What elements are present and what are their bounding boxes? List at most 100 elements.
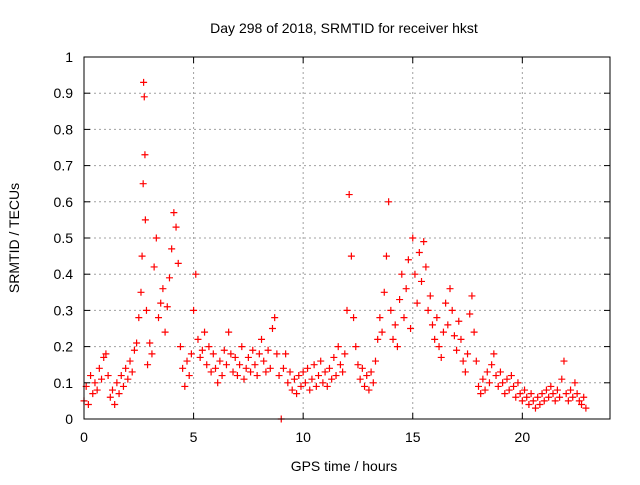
y-tick-label: 1 (65, 49, 73, 65)
data-point (89, 390, 97, 398)
data-point (205, 343, 213, 351)
data-point (187, 350, 195, 358)
x-axis-label: GPS time / hours (291, 458, 398, 474)
data-point (376, 314, 384, 322)
data-point (98, 375, 106, 383)
data-point (409, 234, 417, 242)
data-point (301, 379, 309, 387)
data-point (490, 350, 498, 358)
data-point (275, 372, 283, 380)
y-tick-label: 0.8 (54, 121, 74, 137)
data-point (575, 397, 583, 405)
x-tick-label: 0 (80, 429, 88, 445)
data-point (398, 270, 406, 278)
data-point (518, 397, 526, 405)
data-point (475, 382, 482, 390)
data-point (84, 401, 92, 409)
data-point (507, 372, 515, 380)
data-point (240, 375, 248, 383)
data-point (564, 397, 572, 405)
data-point (551, 397, 559, 405)
data-point (201, 328, 209, 336)
data-point (582, 404, 590, 412)
y-tick-label: 0.2 (54, 339, 74, 355)
data-point (503, 375, 511, 383)
data-point (209, 350, 217, 358)
data-point (365, 386, 373, 394)
data-point (523, 393, 531, 401)
data-point (91, 379, 99, 387)
data-point (464, 350, 472, 358)
data-point (431, 335, 439, 343)
data-point (247, 368, 255, 376)
y-tick-label: 0.9 (54, 85, 74, 101)
data-point (319, 379, 327, 387)
data-point (308, 375, 316, 383)
data-point (472, 357, 480, 365)
data-point (378, 328, 386, 336)
data-point (415, 248, 423, 256)
data-point (492, 372, 500, 380)
data-point (448, 306, 456, 314)
data-point (396, 296, 404, 304)
data-point (325, 364, 333, 372)
data-point (363, 372, 371, 380)
data-point (437, 353, 445, 361)
data-point (139, 180, 147, 188)
data-point (525, 401, 533, 409)
data-point (505, 386, 513, 394)
data-point (538, 390, 546, 398)
data-point (446, 285, 454, 293)
data-point (516, 390, 524, 398)
data-point (102, 350, 110, 358)
data-point (382, 252, 390, 260)
data-point (161, 328, 169, 336)
data-point (183, 357, 191, 365)
data-points-layer (80, 78, 590, 423)
data-point (170, 209, 178, 217)
data-point (380, 288, 388, 296)
data-point (150, 263, 158, 271)
data-point (157, 299, 165, 307)
data-point (450, 332, 458, 340)
data-point (119, 382, 127, 390)
data-point (361, 382, 369, 390)
data-point (185, 372, 193, 380)
data-point (527, 390, 535, 398)
data-point (567, 386, 575, 394)
data-point (244, 353, 252, 361)
data-point (317, 357, 325, 365)
data-point (304, 364, 312, 372)
data-point (468, 292, 476, 300)
data-point (553, 386, 561, 394)
data-point (266, 364, 274, 372)
data-point (442, 299, 450, 307)
data-point (433, 314, 441, 322)
y-axis-label: SRMTID / TECUs (6, 183, 22, 293)
data-point (481, 386, 489, 394)
data-point (192, 270, 200, 278)
data-point (231, 353, 239, 361)
data-point (426, 292, 434, 300)
data-point (159, 285, 167, 293)
data-point (95, 364, 103, 372)
data-point (529, 397, 537, 405)
chart-title: Day 298 of 2018, SRMTID for receiver hks… (210, 20, 478, 36)
data-point (542, 386, 550, 394)
data-point (227, 350, 235, 358)
y-tick-label: 0.6 (54, 194, 74, 210)
data-point (295, 372, 303, 380)
data-point (93, 386, 101, 394)
data-point (146, 339, 154, 347)
data-point (299, 368, 307, 376)
data-point (122, 364, 130, 372)
data-point (113, 379, 121, 387)
data-point (455, 317, 463, 325)
grid-layer (84, 57, 610, 419)
data-point (155, 314, 163, 322)
data-point (420, 238, 428, 246)
data-point (203, 361, 211, 369)
data-point (310, 361, 318, 369)
data-point (549, 390, 557, 398)
